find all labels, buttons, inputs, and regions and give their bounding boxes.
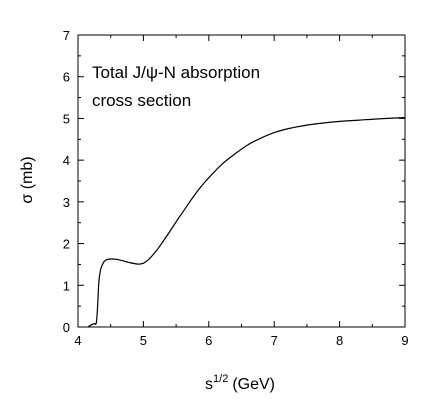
x-tick-label: 6 xyxy=(205,333,212,348)
x-tick-label: 5 xyxy=(140,333,147,348)
y-tick-label: 0 xyxy=(63,320,70,335)
x-tick-label: 9 xyxy=(401,333,408,348)
x-tick-label: 7 xyxy=(271,333,278,348)
x-axis-title-sup: 1/2 xyxy=(213,373,228,385)
y-axis-title: σ (mb) xyxy=(19,156,36,203)
annotation-line-1: Total J/ψ-N absorption xyxy=(92,63,260,82)
x-tick-label: 4 xyxy=(74,333,81,348)
annotation-line-2: cross section xyxy=(92,91,191,110)
y-tick-label: 4 xyxy=(63,153,70,168)
y-tick-label: 5 xyxy=(63,111,70,126)
x-axis-title: s1/2 (GeV) xyxy=(205,373,275,393)
y-tick-label: 6 xyxy=(63,70,70,85)
series-line-0 xyxy=(87,116,406,328)
x-tick-label: 8 xyxy=(336,333,343,348)
y-tick-label: 1 xyxy=(63,278,70,293)
x-axis-title-unit: (GeV) xyxy=(232,376,275,393)
y-tick-label: 3 xyxy=(63,195,70,210)
y-tick-label: 2 xyxy=(63,237,70,252)
y-tick-label: 7 xyxy=(63,28,70,43)
x-axis-title-main: s xyxy=(205,376,213,393)
plot-area: 4 5 6 7 8 9 0 1 2 3 4 5 6 7 xyxy=(63,28,409,348)
